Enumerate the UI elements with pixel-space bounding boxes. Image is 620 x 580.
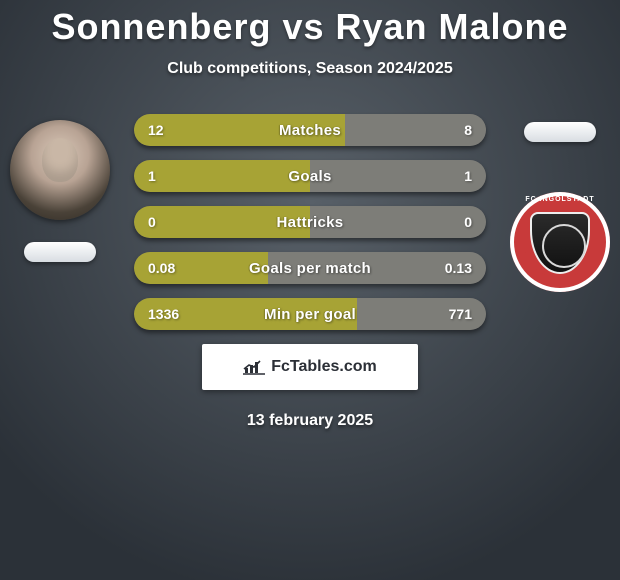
stat-bars: 128Matches 11Goals 00Hattricks 0.080.13Goal… — [134, 114, 486, 330]
stat-bar: 11Goals — [134, 160, 486, 192]
watermark-text: FcTables.com — [271, 358, 377, 376]
footer-date: 13 february 2025 — [0, 412, 620, 430]
stat-label: Hattricks — [134, 206, 486, 238]
stat-bar: 1336771Min per goal — [134, 298, 486, 330]
club-logo-right: FC INGOLSTADT — [510, 192, 610, 292]
watermark-chart-icon — [243, 359, 265, 375]
stat-bar: 0.080.13Goals per match — [134, 252, 486, 284]
page-title: Sonnenberg vs Ryan Malone — [0, 0, 620, 48]
watermark: FcTables.com — [202, 344, 418, 390]
stat-label: Matches — [134, 114, 486, 146]
content-area: FC INGOLSTADT 128Matches 11Goals 00Hattric… — [0, 114, 620, 430]
subtitle: Club competitions, Season 2024/2025 — [0, 60, 620, 78]
stat-label: Min per goal — [134, 298, 486, 330]
infographic-root: Sonnenberg vs Ryan Malone Club competiti… — [0, 0, 620, 580]
player-avatar-left — [10, 120, 110, 220]
stat-bar: 00Hattricks — [134, 206, 486, 238]
right-player-column: FC INGOLSTADT — [510, 114, 610, 292]
country-pill-right — [524, 122, 596, 142]
country-pill-left — [24, 242, 96, 262]
stat-label: Goals per match — [134, 252, 486, 284]
left-player-column — [10, 114, 110, 262]
stat-label: Goals — [134, 160, 486, 192]
stat-bar: 128Matches — [134, 114, 486, 146]
